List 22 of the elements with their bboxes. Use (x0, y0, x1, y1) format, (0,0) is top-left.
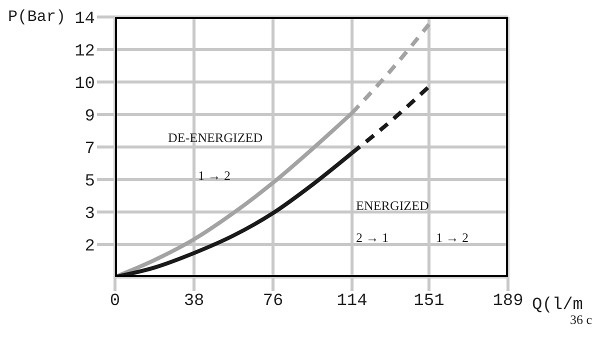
x-tick-label: 76 (262, 292, 284, 312)
x-tick-label: 0 (110, 292, 120, 312)
y-tick-label: 3 (84, 205, 95, 224)
annotation: 1 → 2 (436, 230, 468, 246)
x-tick-label: 189 (492, 292, 524, 312)
annotation: 2 → 1 (356, 230, 388, 246)
text: 36 c (570, 312, 592, 328)
x-tick-label: 151 (414, 292, 444, 312)
annotation: 1 → 2 (198, 168, 230, 184)
annotation: ENERGIZED (356, 198, 429, 214)
y-tick-label: 2 (84, 238, 95, 257)
x-tick-label: 38 (184, 292, 204, 312)
y-axis-title: P(Bar) (8, 8, 66, 26)
y-tick-label: 12 (74, 42, 95, 62)
annotation: DE-ENERGIZED (168, 130, 263, 146)
y-tick-label: 14 (74, 10, 95, 30)
y-tick-label: 9 (84, 108, 95, 127)
y-tick-label: 7 (84, 140, 95, 160)
y-tick-label: 10 (74, 75, 95, 94)
x-axis-title: Q(l/m (532, 296, 584, 315)
x-tick-label: 114 (336, 292, 368, 312)
y-tick-label: 5 (84, 172, 95, 192)
